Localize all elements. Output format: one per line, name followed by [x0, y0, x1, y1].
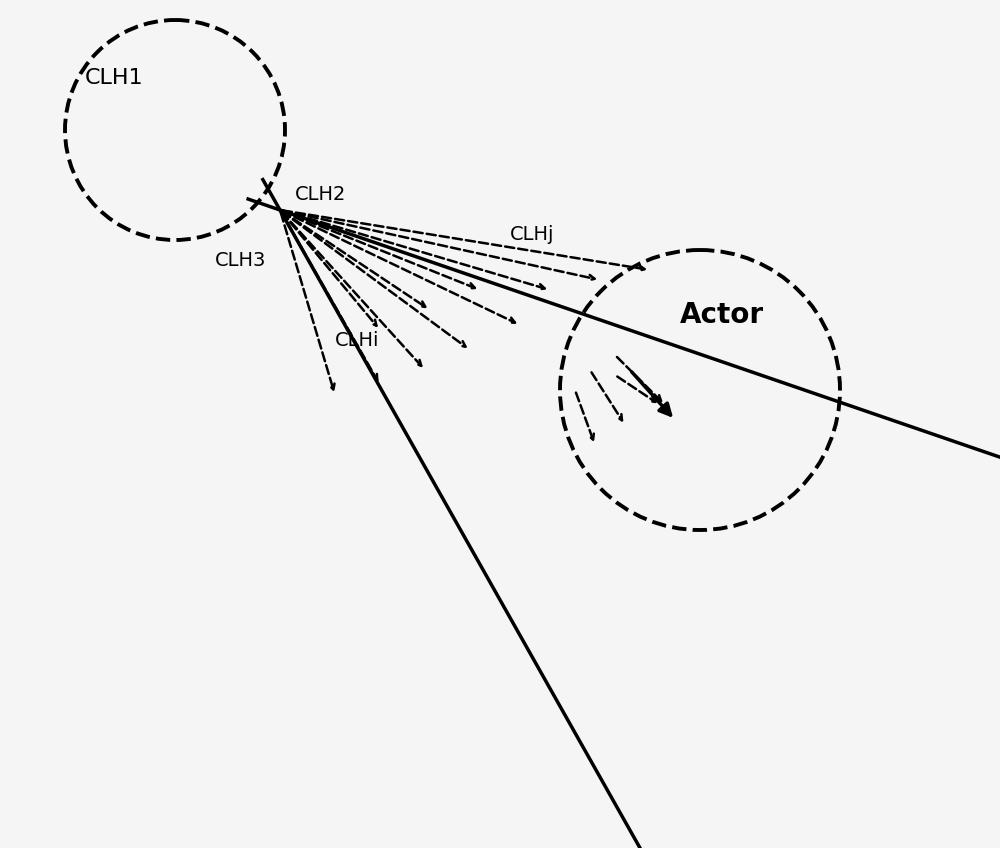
Text: CLH2: CLH2 [295, 186, 346, 204]
Text: CLHj: CLHj [510, 226, 554, 244]
Text: Actor: Actor [680, 301, 764, 329]
Text: CLHi: CLHi [335, 331, 380, 349]
Text: CLH1: CLH1 [85, 68, 144, 88]
Text: CLH3: CLH3 [215, 250, 266, 270]
